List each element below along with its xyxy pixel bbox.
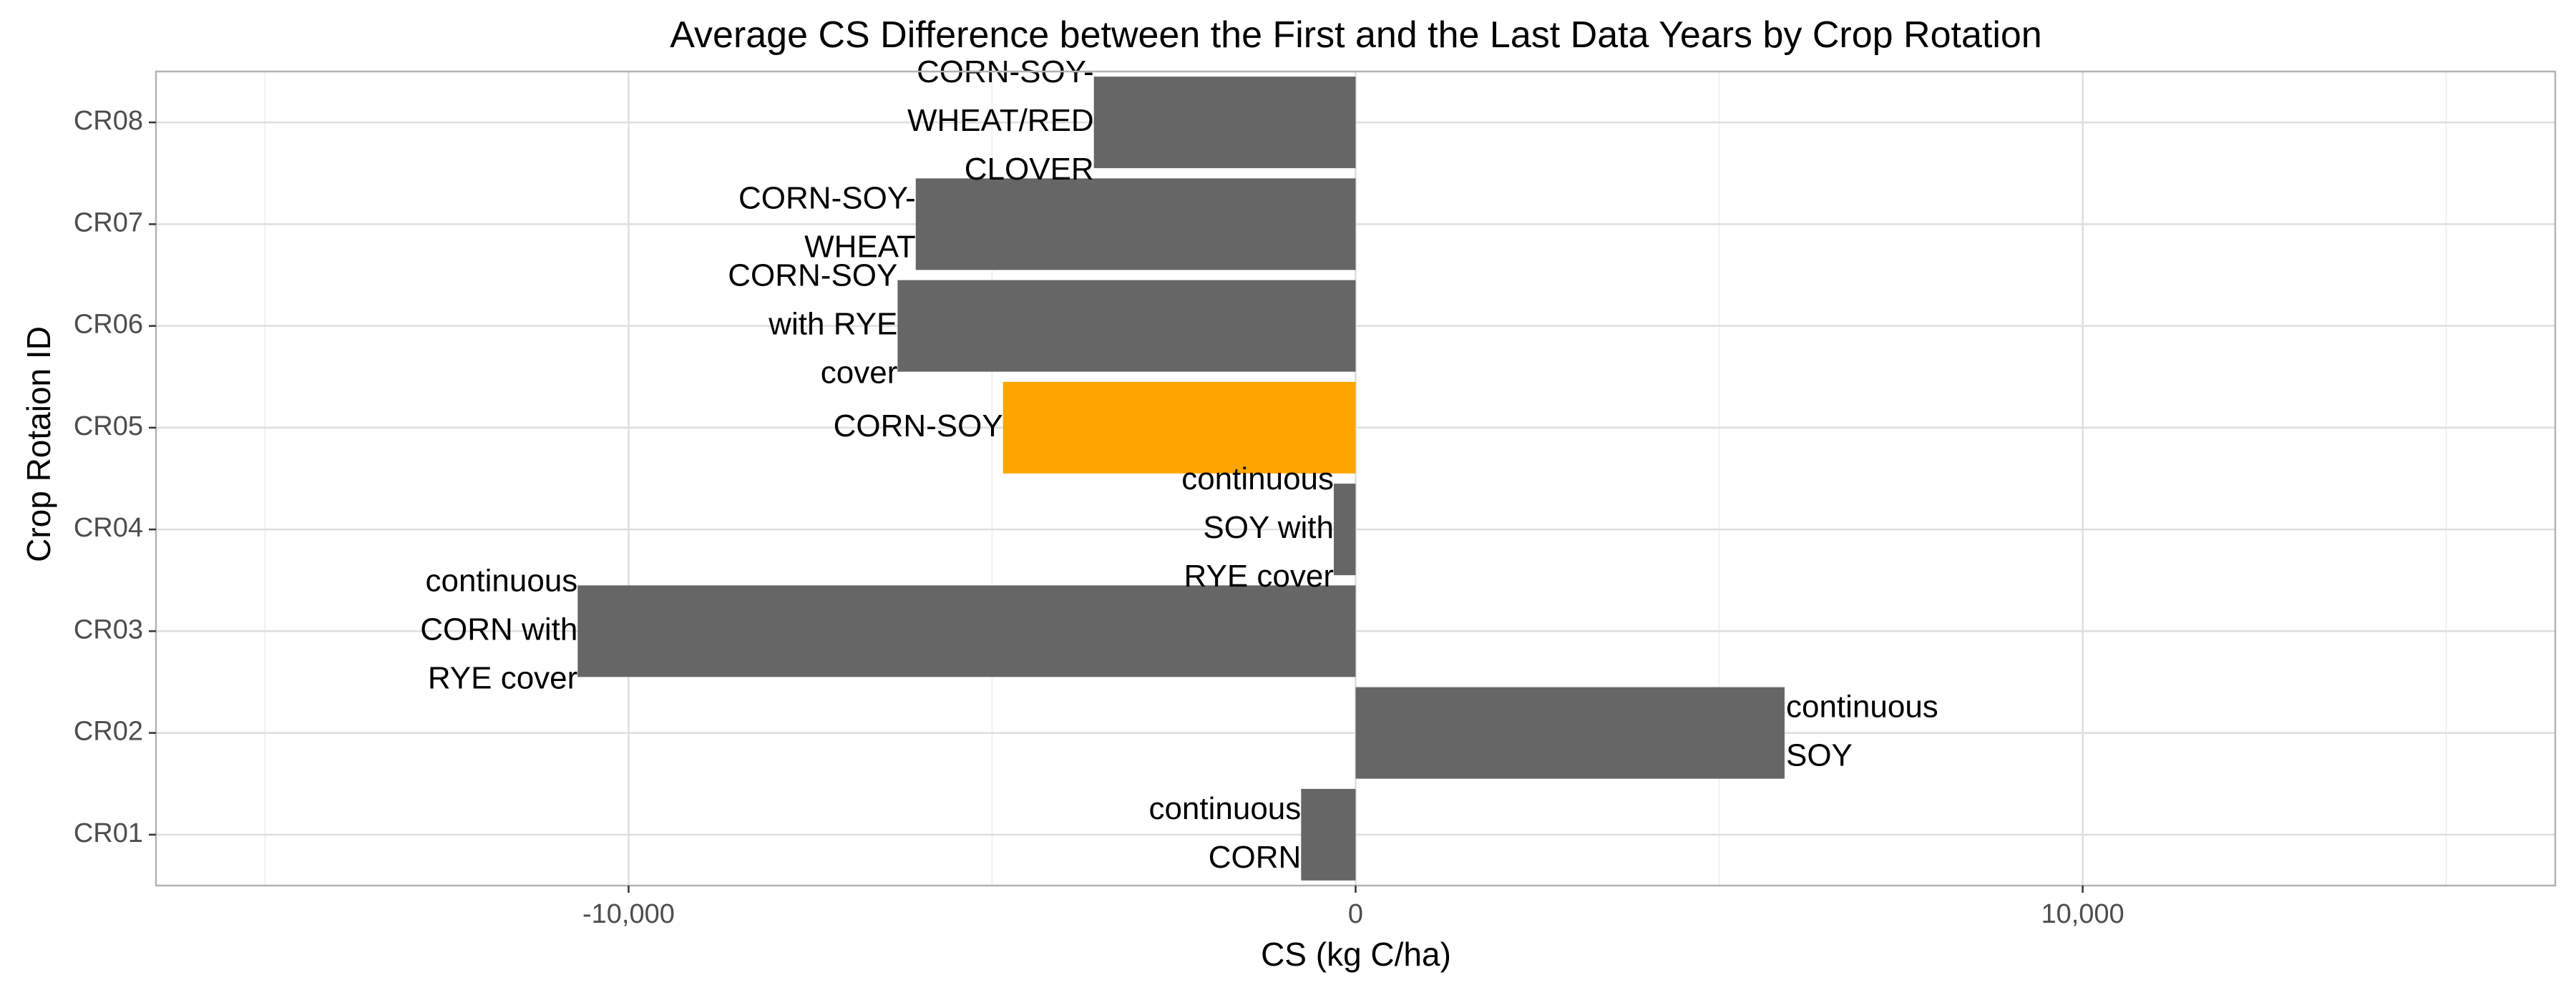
bar-label-line: CORN: [1209, 840, 1302, 875]
x-axis-title: CS (kg C/ha): [1261, 936, 1451, 973]
bar-cr07: [915, 178, 1356, 270]
bar-label-line: continuous: [425, 563, 577, 598]
bar-label-line: CORN-SOY: [728, 258, 897, 293]
x-tick-label: -10,000: [582, 899, 675, 929]
bar-cr04: [1334, 484, 1356, 576]
bar-label-cr05: CORN-SOY: [834, 408, 1003, 443]
bar-label-line: continuous: [1148, 791, 1301, 826]
bar-label-line: SOY: [1786, 737, 1853, 773]
y-tick-label: CR01: [74, 818, 143, 848]
y-tick-label: CR04: [74, 513, 143, 543]
bar-label-line: with RYE: [768, 306, 897, 341]
bar-cr01: [1301, 788, 1356, 881]
bar-cr06: [897, 280, 1356, 372]
y-tick-label: CR06: [74, 310, 143, 340]
bar-label-line: RYE cover: [428, 660, 578, 695]
y-tick-label: CR05: [74, 411, 143, 441]
bar-label-cr04: continuous SOY with RYE cover: [1181, 461, 1334, 594]
bar-label-line: CORN with: [420, 612, 577, 647]
y-tick-label: CR02: [74, 717, 143, 747]
bar-label-cr06: CORN-SOY with RYE cover: [728, 258, 897, 390]
bar-label-line: continuous: [1181, 461, 1334, 496]
chart-title: Average CS Difference between the First …: [670, 14, 2041, 56]
bar-label-cr01: continuous CORN: [1148, 791, 1301, 875]
y-tick-label: CR03: [74, 614, 143, 645]
bar-cr03: [577, 585, 1356, 677]
bar-label-cr03: continuous CORN with RYE cover: [420, 563, 577, 695]
bar-cr02: [1355, 687, 1785, 779]
bar-label-line: CLOVER: [965, 152, 1094, 187]
y-axis-title: Crop Rotaion ID: [20, 326, 57, 562]
bar-label-line: cover: [821, 355, 898, 390]
bar-label-line: RYE cover: [1184, 559, 1335, 594]
x-tick-label: 10,000: [2041, 899, 2124, 929]
x-tick-label: 0: [1348, 899, 1363, 929]
bar-label-cr07: CORN-SOY- WHEAT: [738, 180, 916, 264]
bar-label-line: CORN-SOY: [834, 408, 1003, 443]
bar-label-line: WHEAT/RED: [907, 103, 1094, 138]
bar-cr05: [1002, 381, 1356, 474]
bar-label-line: CORN-SOY-: [738, 180, 916, 215]
bar-label-line: continuous: [1786, 689, 1938, 724]
bar-label-cr02: continuous SOY: [1786, 689, 1938, 773]
plot-panel: continuous CORN continuous SOY continuous COR…: [74, 54, 2557, 929]
y-tick-label: CR07: [74, 207, 143, 237]
y-tick-label: CR08: [74, 106, 143, 136]
bar-cr08: [1093, 77, 1356, 169]
bar-label-cr08: CORN-SOY-WHEAT/RED CLOVER: [907, 54, 1094, 187]
bar-label-line: SOY with: [1203, 510, 1334, 545]
bar-label-line: WHEAT: [804, 229, 916, 264]
